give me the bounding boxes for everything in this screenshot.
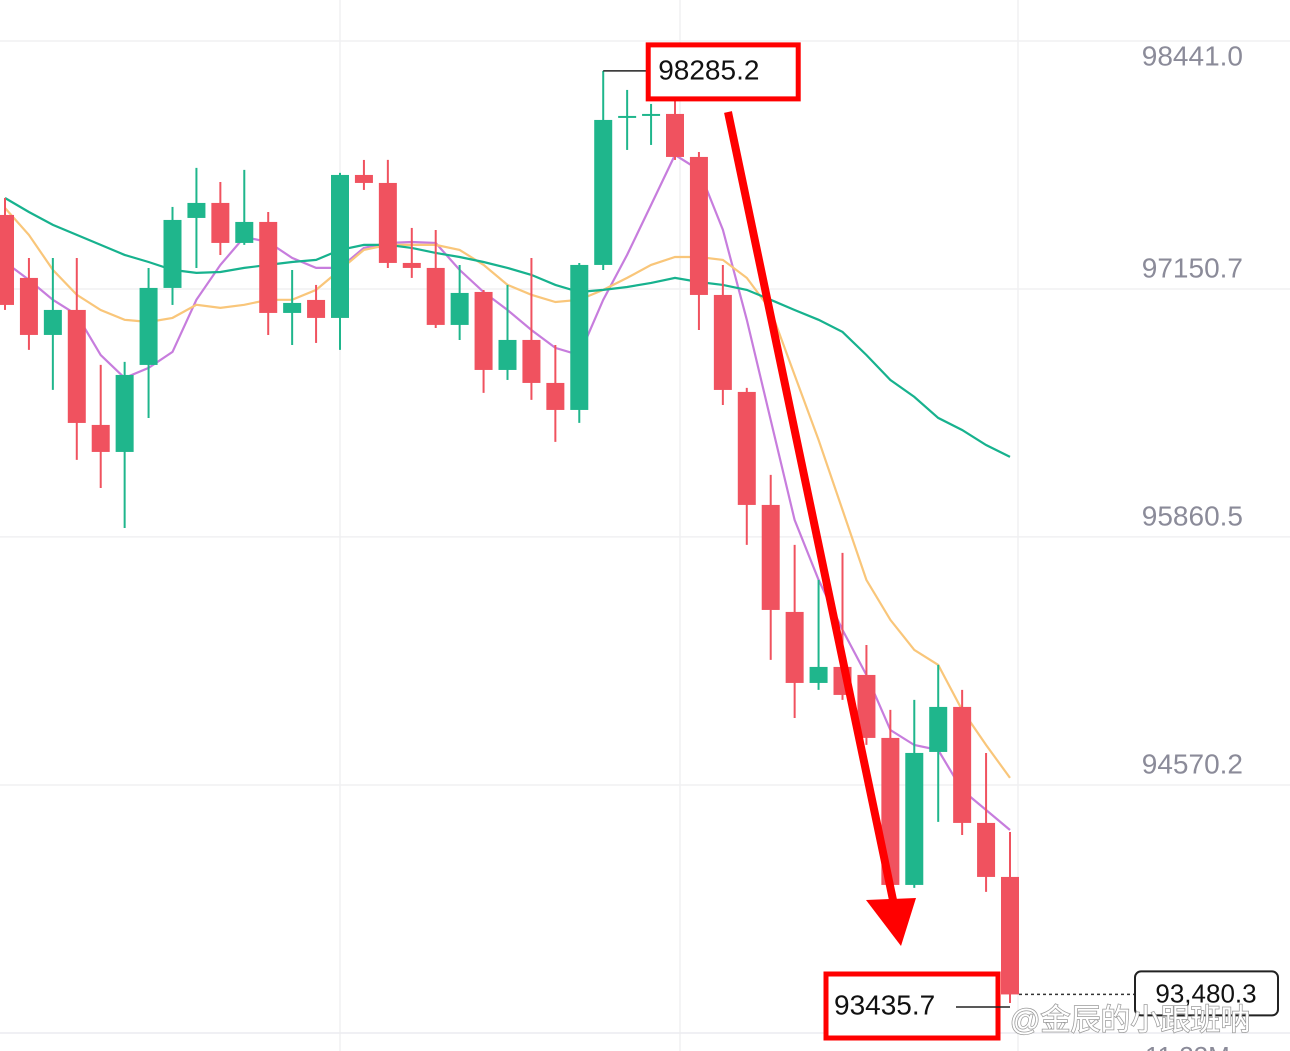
candle-body [378, 182, 397, 263]
candle-body [737, 391, 756, 505]
candle-body [761, 504, 780, 610]
candle-body [929, 706, 948, 752]
last-price-label: 93,480.3 [1155, 978, 1256, 1008]
candle-body [331, 174, 349, 318]
candle-body [570, 264, 589, 410]
moving-average-line [4, 207, 1011, 779]
candle-body [354, 174, 373, 183]
candle-body [115, 374, 134, 452]
candle-body [19, 277, 38, 335]
candle-body [953, 706, 972, 823]
annotations: 98285.2 93435.7 93,480.3 [603, 42, 1279, 1041]
candle-body [402, 262, 421, 268]
candle-body [91, 424, 110, 452]
candle-body [283, 302, 302, 313]
candle-body [67, 309, 86, 423]
candle-body [546, 382, 565, 410]
candle-body [977, 822, 996, 877]
candle-body [809, 666, 828, 683]
grid-layer: 98441.0 97150.7 95860.5 94570.2 [0, 40, 1290, 786]
low-box [823, 971, 1001, 1041]
candle-body [522, 339, 541, 383]
candle-body [618, 115, 637, 118]
candle-body [43, 309, 62, 335]
volume-axis-label: 11.22M [1145, 1041, 1230, 1051]
candle-body [905, 752, 924, 885]
candle-body [642, 113, 661, 116]
y-tick-label: 98441.0 [1142, 40, 1243, 71]
candle-body [857, 674, 876, 738]
candle-body [689, 156, 708, 295]
candle-body [666, 113, 684, 157]
candle-body [0, 214, 14, 305]
candle-body [163, 219, 182, 288]
y-tick-label: 95860.5 [1142, 500, 1243, 531]
candle-body [785, 611, 804, 683]
candle-body [713, 294, 732, 390]
y-tick-label: 97150.7 [1142, 252, 1243, 283]
last-price-box [1134, 970, 1279, 1017]
candle-body [426, 267, 445, 325]
watermark: @金辰的小跟班呐 [1010, 1004, 1250, 1037]
candle-body [474, 291, 493, 370]
candle-body [259, 221, 278, 313]
candle-body [1001, 876, 1019, 995]
candle-body [187, 202, 206, 218]
y-tick-label: 94570.2 [1142, 748, 1243, 779]
low-label: 93435.7 [834, 989, 935, 1020]
high-label: 98285.2 [658, 54, 759, 85]
arrow-head [866, 898, 916, 946]
candle-body [235, 221, 254, 243]
candle-body [450, 292, 469, 325]
candle-body [139, 287, 158, 365]
candle-body [211, 202, 230, 243]
candle-body [594, 119, 613, 265]
candle-body [498, 339, 517, 370]
candle-body [307, 299, 326, 318]
trend-arrow [724, 111, 916, 946]
high-box [645, 42, 801, 102]
candles [0, 70, 1019, 1004]
arrow-shaft [724, 111, 897, 901]
